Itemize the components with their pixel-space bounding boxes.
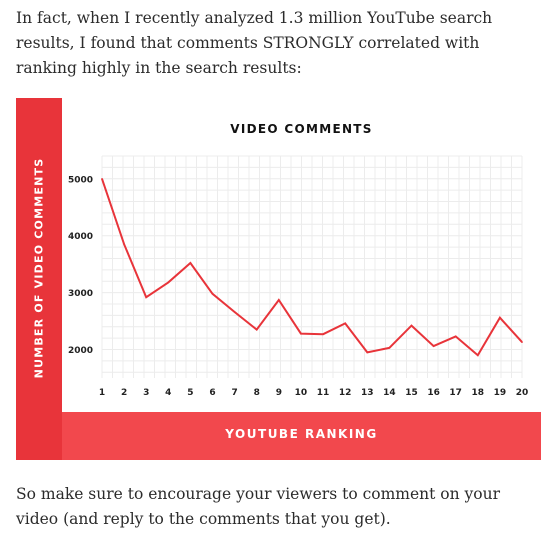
data-point: [454, 335, 457, 338]
data-point: [388, 347, 391, 349]
x-tick-label: 6: [209, 388, 215, 398]
x-tick-label: 16: [427, 388, 440, 398]
data-point: [211, 292, 214, 295]
data-point: [410, 324, 413, 327]
data-point: [432, 345, 435, 347]
data-point: [344, 322, 346, 325]
x-tick-label: 18: [472, 388, 485, 398]
y-tick-label: 2000: [68, 346, 93, 356]
x-tick-labels: 1 2 3 4 5 6 7 8 9 10 11 12 13 14 15 16 17 18 19 20: [99, 388, 528, 398]
x-tick-label: 14: [383, 388, 396, 398]
series-line: [101, 178, 523, 357]
y-axis-band: [16, 98, 62, 460]
x-tick-label: 7: [231, 388, 237, 398]
y-tick-label: 3000: [68, 289, 93, 299]
x-tick-label: 8: [254, 388, 260, 398]
x-tick-label: 13: [361, 388, 374, 398]
grid-lines: [101, 155, 523, 378]
x-tick-label: 5: [187, 388, 193, 398]
x-axis-band: YOUTUBE RANKING: [62, 412, 541, 460]
data-point: [278, 299, 280, 301]
x-tick-label: 11: [317, 388, 330, 398]
x-tick-label: 17: [449, 388, 462, 398]
data-point: [366, 351, 369, 354]
chart-figure: NUMBER OF VIDEO COMMENTS VIDEO COMMENTS …: [16, 98, 541, 460]
x-tick-label: 20: [516, 388, 529, 398]
outro-paragraph: So make sure to encourage your viewers t…: [16, 485, 501, 528]
y-tick-labels: 2000 3000 4000 5000: [68, 175, 93, 356]
intro-paragraph: In fact, when I recently analyzed 1.3 mi…: [16, 9, 493, 77]
data-point: [476, 354, 479, 357]
x-tick-label: 2: [121, 388, 127, 398]
data-point: [145, 296, 148, 298]
series-line-group: [101, 177, 523, 357]
y-tick-label: 4000: [68, 232, 93, 242]
x-tick-label: 15: [405, 388, 418, 398]
x-tick-label: 10: [295, 388, 308, 398]
x-axis-label: YOUTUBE RANKING: [225, 427, 378, 441]
data-point: [322, 333, 324, 335]
data-point: [167, 281, 170, 284]
data-point: [101, 177, 103, 180]
chart-title: VIDEO COMMENTS: [230, 122, 373, 136]
data-point: [499, 316, 501, 319]
x-tick-label: 19: [494, 388, 507, 398]
y-tick-label: 5000: [68, 175, 93, 185]
data-point: [300, 332, 302, 335]
data-point: [255, 328, 258, 331]
data-point: [521, 341, 523, 343]
x-tick-label: 12: [339, 388, 352, 398]
data-point: [233, 311, 236, 313]
x-tick-label: 4: [165, 388, 171, 398]
x-tick-label: 1: [99, 388, 105, 398]
data-point: [123, 243, 125, 246]
x-tick-label: 3: [143, 388, 149, 398]
x-tick-label: 9: [276, 388, 282, 398]
data-point: [189, 262, 192, 264]
